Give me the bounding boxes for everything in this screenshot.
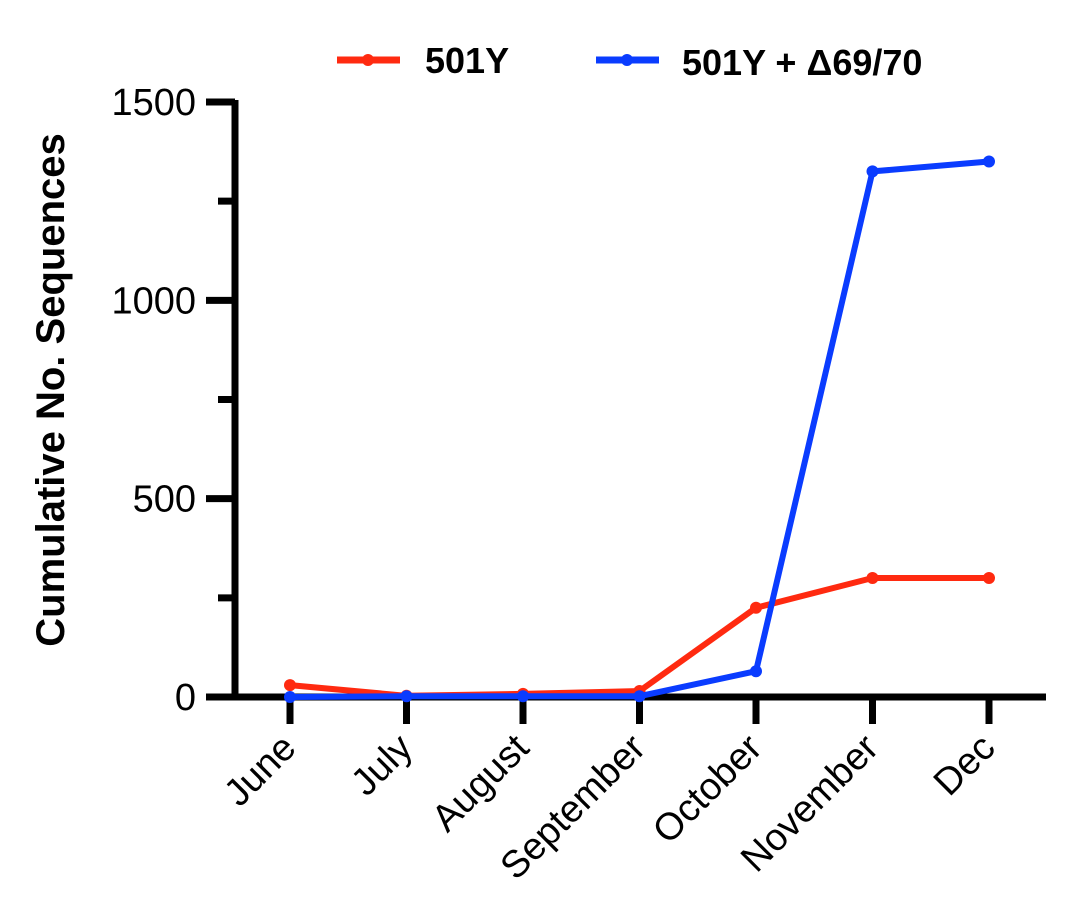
series-line-1 xyxy=(287,158,992,700)
data-point-1 xyxy=(633,690,646,703)
legend-marker-501y-delta xyxy=(621,54,633,66)
data-point-1 xyxy=(866,165,879,178)
data-point-0 xyxy=(750,601,762,614)
x-tick-label: July xyxy=(343,727,420,804)
data-point-1 xyxy=(400,690,413,703)
legend-item-501y: 501Y xyxy=(337,40,509,81)
data-point-1 xyxy=(517,690,529,703)
x-tick-label: August xyxy=(424,726,538,840)
y-axis-ticks: 0 500 1000 1500 xyxy=(111,82,235,719)
y-tick-label: 500 xyxy=(133,479,196,521)
x-tick-label: Dec xyxy=(926,727,1003,804)
y-tick-label: 0 xyxy=(175,677,196,719)
data-point-1 xyxy=(750,665,762,678)
data-point-1 xyxy=(983,155,995,168)
data-point-1 xyxy=(284,691,296,703)
series-line-0 xyxy=(287,575,992,699)
data-point-0 xyxy=(284,679,296,692)
legend: 501Y 501Y + Δ69/70 xyxy=(337,40,922,83)
y-tick-label: 1000 xyxy=(111,280,196,322)
legend-item-501y-delta: 501Y + Δ69/70 xyxy=(596,42,922,83)
x-tick-label: June xyxy=(216,727,304,815)
series-layer xyxy=(284,155,995,703)
y-tick-label: 1500 xyxy=(111,82,196,124)
data-point-0 xyxy=(983,572,995,584)
legend-label-501y-delta: 501Y + Δ69/70 xyxy=(682,42,922,83)
data-point-0 xyxy=(866,572,879,584)
legend-marker-501y xyxy=(362,54,374,66)
y-axis-label: Cumulative No. Sequences xyxy=(29,133,73,646)
legend-label-501y: 501Y xyxy=(425,40,509,81)
